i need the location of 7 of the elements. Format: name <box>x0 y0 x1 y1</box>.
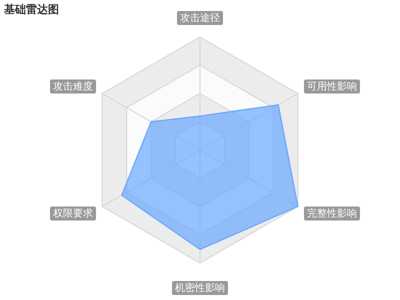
spoke-label: 权限要求 <box>52 208 94 220</box>
spoke-label: 攻击难度 <box>53 80 94 92</box>
spoke-label: 机密性影响 <box>175 282 225 294</box>
chart-title: 基础雷达图 <box>3 3 59 16</box>
spoke-label: 完整性影响 <box>306 208 357 220</box>
spoke-label: 攻击途径 <box>180 12 220 24</box>
spoke-label: 可用性影响 <box>306 80 357 92</box>
